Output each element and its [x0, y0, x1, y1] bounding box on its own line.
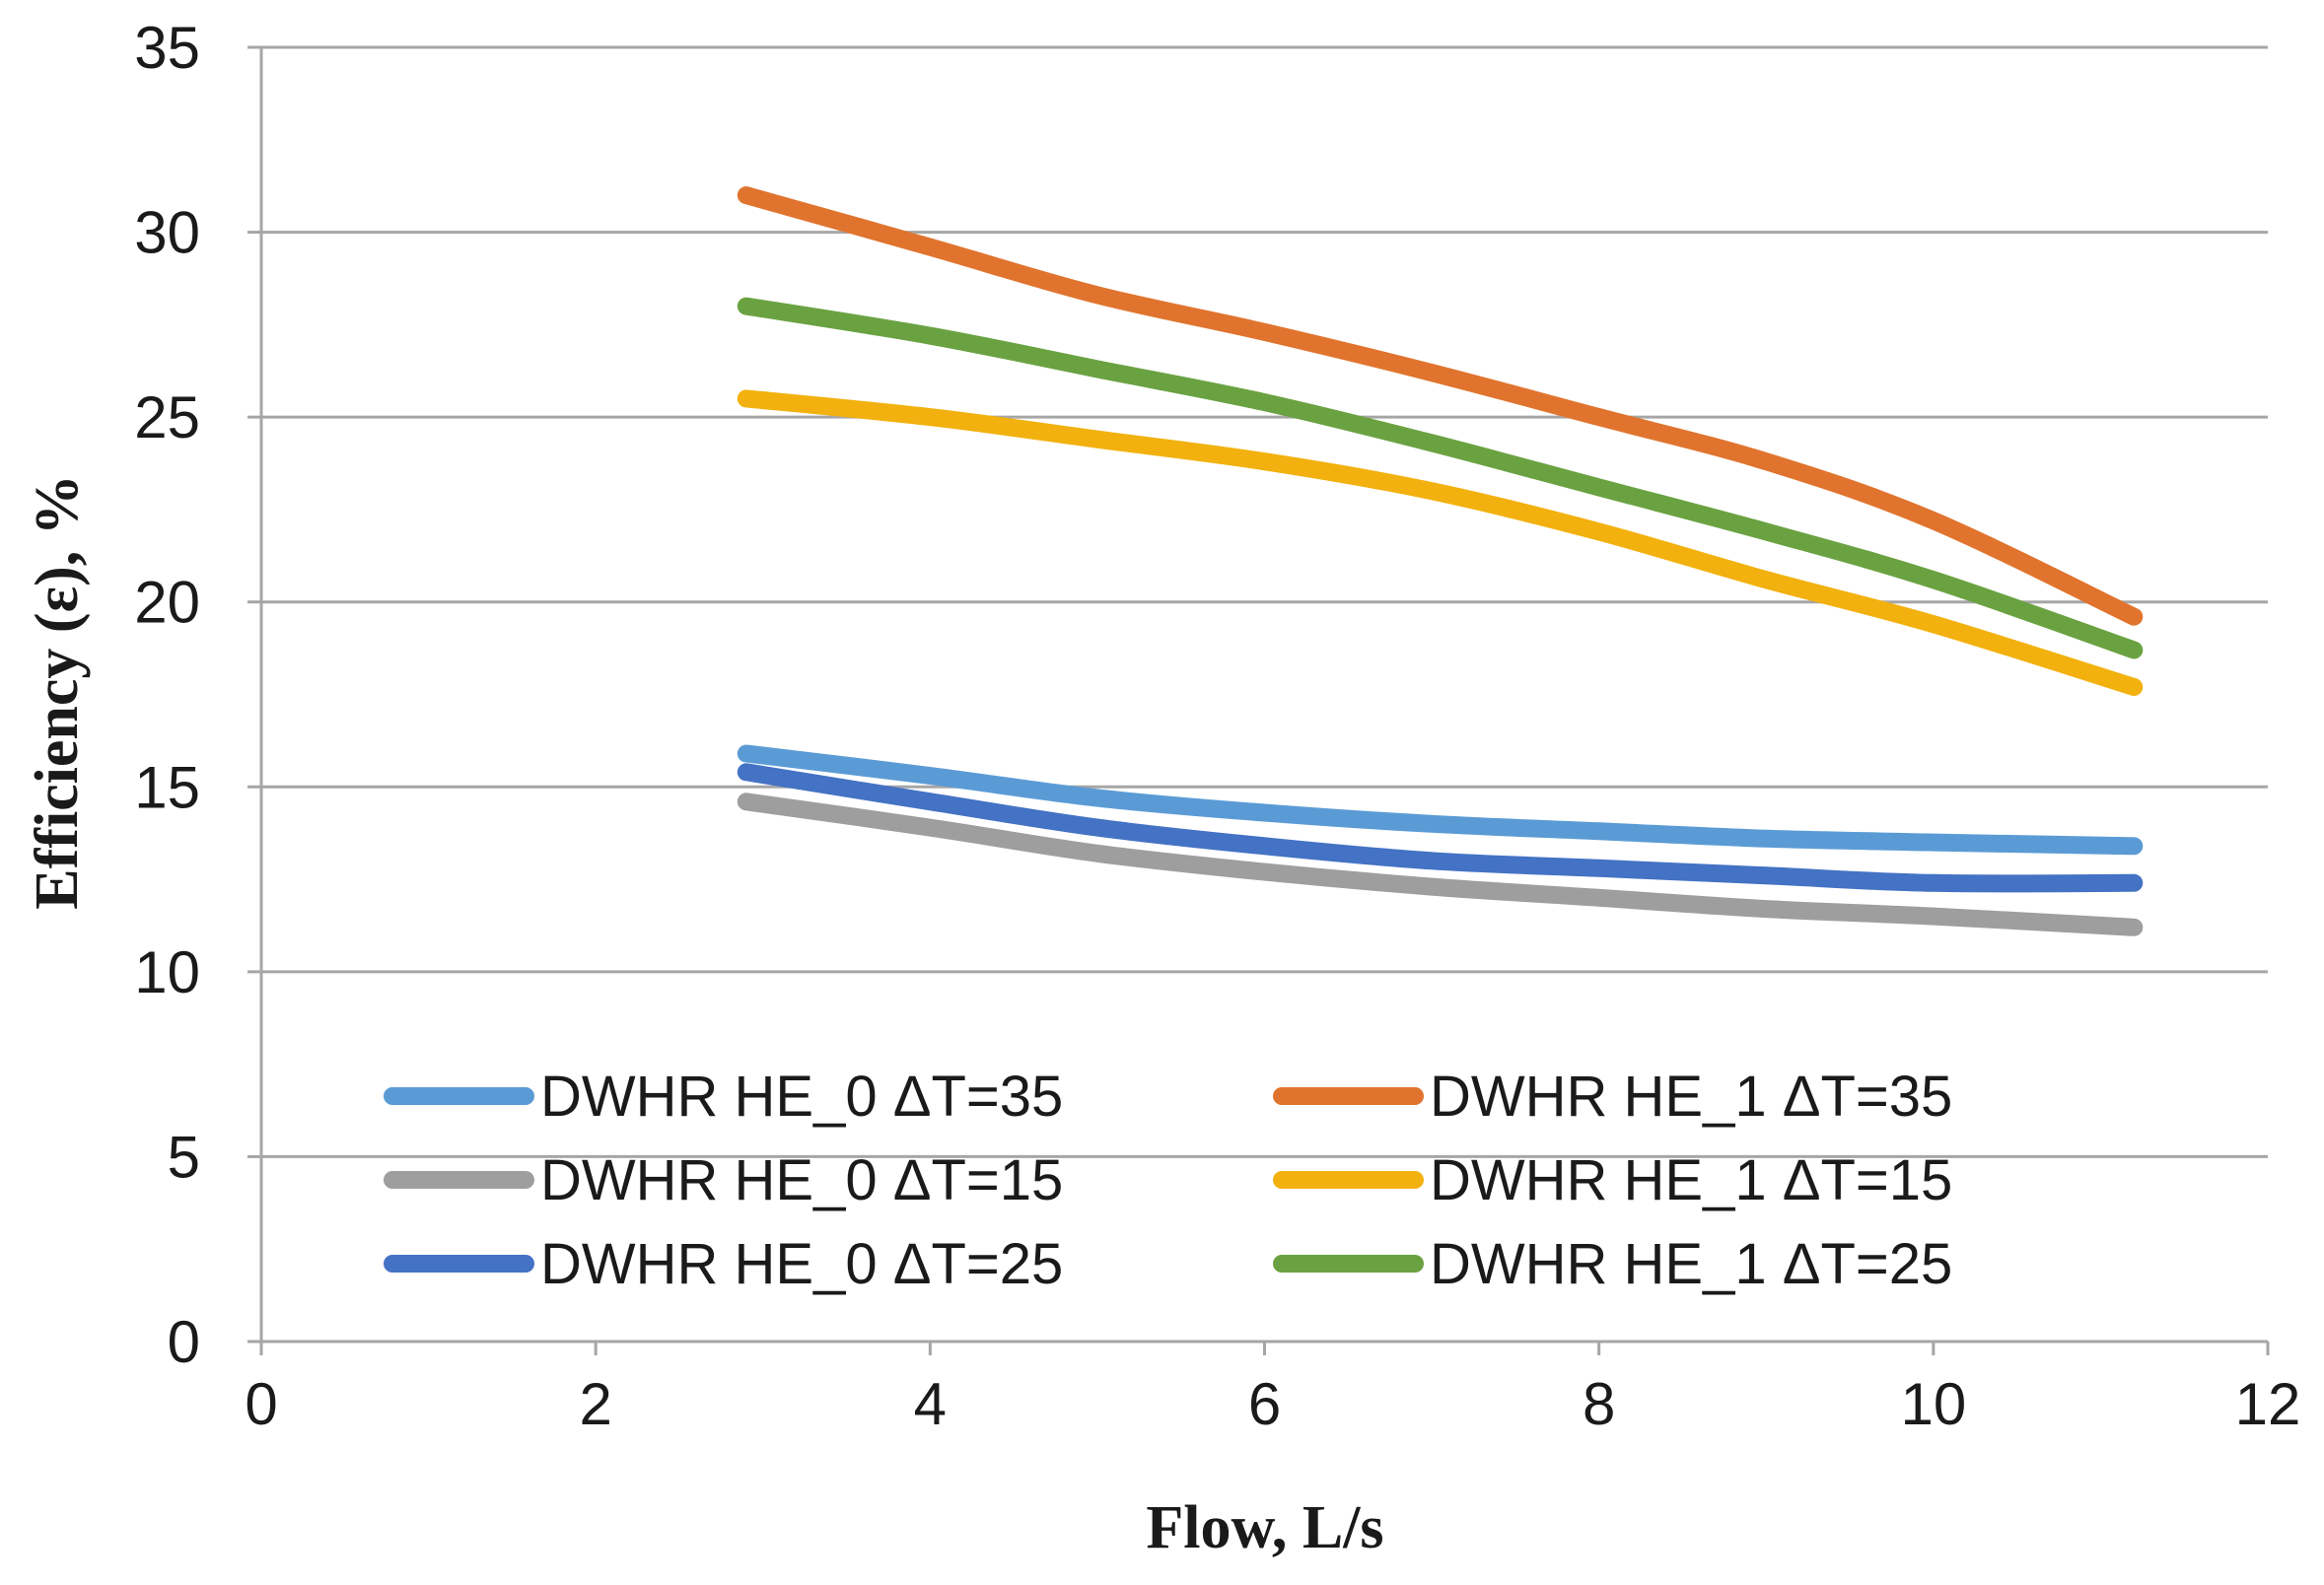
y-axis-title: Efficiency (ε), % [24, 474, 91, 909]
legend-item: DWHR HE_0 ΔT=35 [384, 1065, 1063, 1129]
y-tick-label: 35 [134, 15, 200, 81]
series-line-0 [737, 744, 2144, 856]
x-tick-label: 12 [2235, 1371, 2301, 1437]
legend-label: DWHR HE_1 ΔT=35 [1430, 1065, 1952, 1129]
series-line-4 [737, 763, 2144, 893]
y-tick-labels: 0 5 10 15 20 25 30 35 [134, 15, 200, 1375]
series-line-5 [737, 297, 2144, 659]
series-lines [737, 186, 2144, 936]
series-line-2 [737, 792, 2144, 936]
legend: DWHR HE_0 ΔT=35 DWHR HE_1 ΔT=35 DWHR HE_0 … [384, 1065, 1952, 1296]
legend-item: DWHR HE_0 ΔT=15 [384, 1148, 1063, 1212]
series-line-1 [737, 186, 2144, 626]
legend-item: DWHR HE_1 ΔT=15 [1273, 1148, 1952, 1212]
legend-label: DWHR HE_1 ΔT=25 [1430, 1232, 1952, 1296]
y-tick-label: 30 [134, 200, 200, 266]
legend-label: DWHR HE_0 ΔT=15 [540, 1148, 1063, 1212]
y-tick-label: 0 [168, 1309, 200, 1375]
x-tick-label: 8 [1583, 1371, 1615, 1437]
y-tick-label: 25 [134, 384, 200, 450]
legend-label: DWHR HE_1 ΔT=15 [1430, 1148, 1952, 1212]
y-tick-label: 10 [134, 939, 200, 1005]
legend-item: DWHR HE_1 ΔT=35 [1273, 1065, 1952, 1129]
legend-item: DWHR HE_1 ΔT=25 [1273, 1232, 1952, 1296]
x-tick-label: 2 [579, 1371, 611, 1437]
y-tick-label: 15 [134, 754, 200, 820]
series-line-3 [737, 389, 2144, 696]
x-tick-label: 4 [914, 1371, 947, 1437]
grid-lines [261, 45, 2268, 1158]
y-tick-label: 20 [134, 570, 200, 636]
axes [247, 45, 2270, 1355]
y-tick-label: 5 [168, 1124, 200, 1190]
legend-label: DWHR HE_0 ΔT=25 [540, 1232, 1063, 1296]
x-tick-labels: 0 2 4 6 8 10 12 [245, 1371, 2300, 1437]
x-axis-title: Flow, L/s [1146, 1494, 1383, 1561]
x-tick-label: 6 [1248, 1371, 1281, 1437]
x-tick-label: 10 [1900, 1371, 1966, 1437]
legend-label: DWHR HE_0 ΔT=35 [540, 1065, 1063, 1129]
legend-item: DWHR HE_0 ΔT=25 [384, 1232, 1063, 1296]
x-tick-label: 0 [245, 1371, 277, 1437]
